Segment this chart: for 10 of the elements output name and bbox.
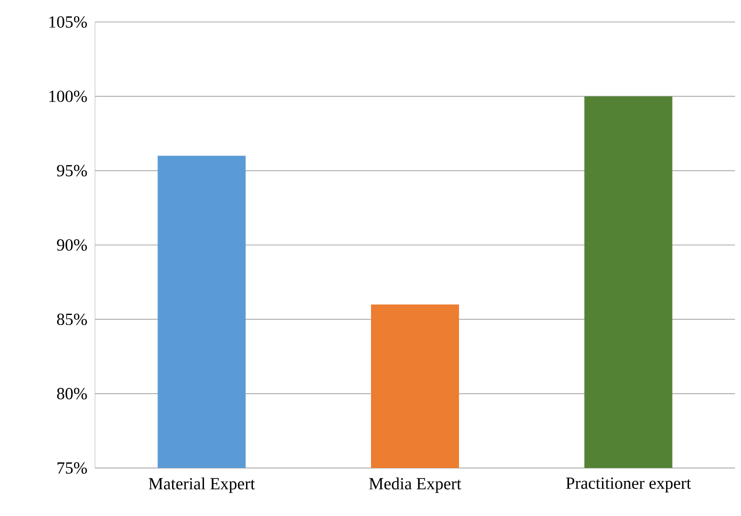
x-tick-label: Media Expert: [369, 478, 462, 493]
y-tick-label: 100%: [49, 90, 87, 102]
y-tick-label: 85%: [57, 314, 87, 326]
x-tick-label: Material Expert: [148, 478, 255, 493]
y-tick-label: 90%: [56, 239, 87, 251]
y-tick-label: 95%: [56, 164, 87, 176]
y-tick-label: 80%: [57, 388, 87, 400]
y-tick-label: 105%: [49, 16, 87, 28]
y-tick-label: 75%: [58, 462, 87, 474]
x-tick-label: Practitioner expert: [566, 478, 692, 492]
